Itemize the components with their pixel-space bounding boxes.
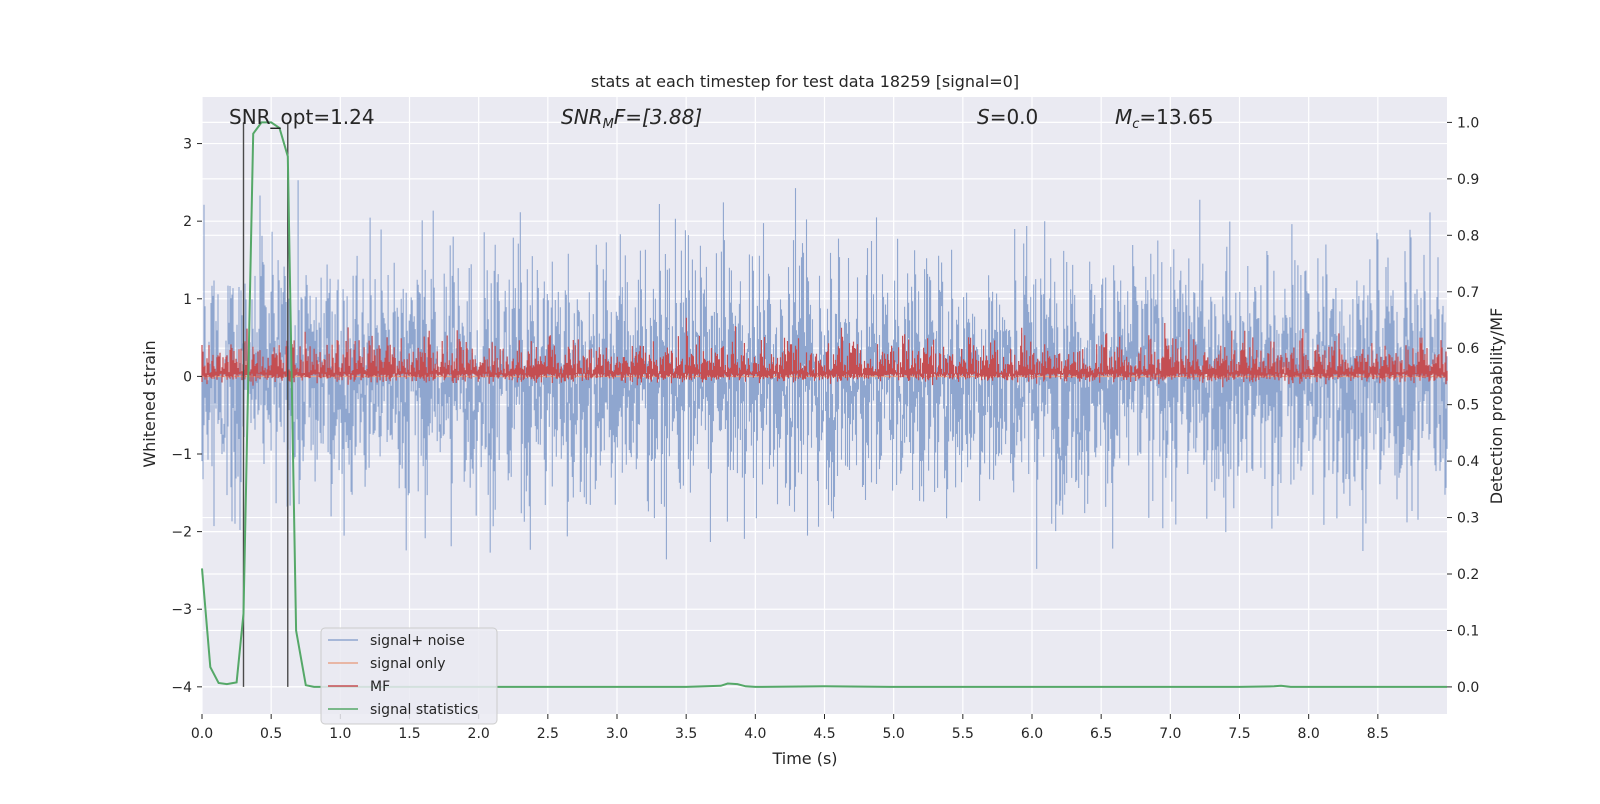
y-axis-ticks: −4 −3 −2 −1 0 1 2 3 — [171, 137, 202, 696]
legend-label-signal-only: signal only — [370, 656, 445, 672]
x-tick-label: 8.0 — [1298, 726, 1320, 742]
annotation-mc: Mc=13.65 — [1115, 105, 1213, 132]
x-tick-label: 7.5 — [1228, 726, 1250, 742]
legend-label-mf: MF — [370, 679, 390, 695]
annotation-snr-mf: SNRMF=[3.88] — [561, 105, 702, 132]
x-tick-label: 0.0 — [191, 726, 213, 742]
annotation-mc-base: M — [1115, 105, 1132, 129]
annotation-s-tail: =0.0 — [990, 105, 1039, 129]
y-right-tick-label: 0.2 — [1457, 567, 1479, 583]
x-tick-label: 5.5 — [952, 726, 974, 742]
x-tick-label: 4.0 — [744, 726, 766, 742]
y-tick-label: −3 — [171, 602, 192, 618]
annotation-snr-opt: SNR_opt=1.24 — [229, 105, 375, 129]
legend-label-signal-noise: signal+ noise — [370, 633, 465, 649]
x-tick-label: 6.0 — [1021, 726, 1043, 742]
y-tick-label: 3 — [183, 137, 192, 153]
x-tick-label: 2.0 — [468, 726, 490, 742]
legend-label-signal-statistics: signal statistics — [370, 702, 478, 718]
y-tick-label: 2 — [183, 214, 192, 230]
y-right-tick-label: 0.6 — [1457, 341, 1479, 357]
y-right-tick-label: 0.0 — [1457, 680, 1479, 696]
y-axis-label: Whitened strain — [140, 340, 159, 467]
y-right-tick-label: 0.8 — [1457, 228, 1479, 244]
y-right-tick-label: 0.5 — [1457, 398, 1479, 414]
annotation-snr-mf-base: SNR — [561, 105, 603, 129]
series-mf — [201, 317, 1448, 388]
y-tick-label: −4 — [171, 680, 192, 696]
y-right-tick-label: 0.3 — [1457, 511, 1479, 527]
x-tick-label: 6.5 — [1090, 726, 1112, 742]
grid — [201, 97, 1447, 714]
x-tick-label: 8.5 — [1367, 726, 1389, 742]
annotation-snr-mf-sub: M — [603, 117, 614, 132]
y-tick-label: −2 — [171, 525, 192, 541]
annotation-mc-sub: c — [1132, 117, 1139, 132]
x-axis-ticks: 0.0 0.5 1.0 1.5 2.0 2.5 3.0 3.5 4.0 4.5 5.0 5.5 6.0 6… — [191, 714, 1389, 742]
mf-trace — [201, 317, 1448, 388]
x-tick-label: 5.0 — [883, 726, 905, 742]
y-tick-label: 1 — [183, 292, 192, 308]
x-tick-label: 1.0 — [329, 726, 351, 742]
y-right-tick-label: 1.0 — [1457, 115, 1479, 131]
legend: signal+ noise signal only MF signal stat… — [320, 627, 498, 725]
y-right-tick-label: 0.7 — [1457, 285, 1479, 301]
annotation-mc-tail: =13.65 — [1139, 105, 1213, 129]
annotation-snr-mf-tail: F=[3.88] — [614, 105, 702, 129]
y-right-axis-ticks: 0.0 0.1 0.2 0.3 0.4 0.5 0.6 0.7 0.8 0.9 1.0 — [1447, 115, 1479, 696]
x-tick-label: 4.5 — [813, 726, 835, 742]
annotation-s-base: S — [977, 105, 990, 129]
y-right-tick-label: 0.9 — [1457, 172, 1479, 188]
series-signal-statistics — [201, 121, 1447, 688]
y-right-axis-label: Detection probability/MF — [1487, 308, 1506, 505]
x-tick-label: 0.5 — [260, 726, 282, 742]
y-tick-label: 0 — [183, 369, 192, 385]
legend-box — [320, 627, 498, 725]
x-tick-label: 2.5 — [537, 726, 559, 742]
x-tick-label: 1.5 — [398, 726, 420, 742]
y-right-tick-label: 0.1 — [1457, 623, 1479, 639]
x-tick-label: 3.0 — [606, 726, 628, 742]
chart-title: stats at each timestep for test data 182… — [591, 72, 1019, 91]
x-tick-label: 3.5 — [675, 726, 697, 742]
y-tick-label: −1 — [171, 447, 192, 463]
y-right-tick-label: 0.4 — [1457, 454, 1479, 470]
annotation-s: S=0.0 — [977, 105, 1038, 129]
x-tick-label: 7.0 — [1159, 726, 1181, 742]
x-axis-label: Time (s) — [771, 749, 837, 768]
